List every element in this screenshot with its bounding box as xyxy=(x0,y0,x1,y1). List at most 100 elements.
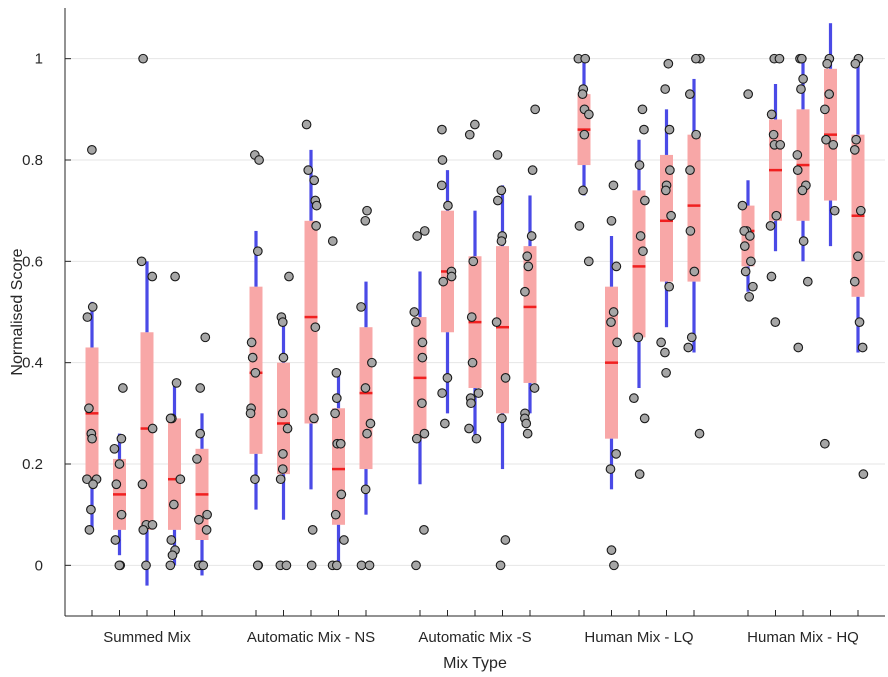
data-point xyxy=(684,89,695,99)
data-point xyxy=(443,200,453,211)
data-point xyxy=(109,443,120,454)
data-point xyxy=(665,165,675,175)
data-point xyxy=(685,226,696,236)
data-point xyxy=(110,535,121,545)
data-point xyxy=(745,231,755,241)
data-point xyxy=(331,560,342,571)
data-point xyxy=(437,155,448,165)
data-point xyxy=(660,84,671,94)
data-point xyxy=(136,256,147,267)
data-point xyxy=(118,383,128,393)
data-point xyxy=(437,124,447,135)
data-point xyxy=(87,145,97,155)
data-point xyxy=(200,332,211,343)
box xyxy=(277,362,290,475)
data-point xyxy=(766,271,777,282)
data-point xyxy=(278,352,289,363)
data-point xyxy=(194,514,204,525)
data-point xyxy=(356,302,366,312)
data-point xyxy=(851,134,861,145)
data-point xyxy=(633,332,644,343)
data-point xyxy=(138,525,149,535)
data-point xyxy=(766,109,777,120)
data-point xyxy=(798,74,808,84)
x-axis-title: Mix Type xyxy=(443,655,507,672)
x-group-label: Summed Mix xyxy=(103,629,191,646)
data-point xyxy=(802,276,813,287)
box xyxy=(168,418,181,530)
data-point xyxy=(87,433,97,444)
data-point xyxy=(442,373,453,383)
data-point xyxy=(683,342,694,353)
data-point xyxy=(526,231,537,241)
data-point xyxy=(849,276,860,287)
data-point xyxy=(520,286,530,297)
data-point xyxy=(195,383,206,393)
data-point xyxy=(114,459,125,469)
data-point xyxy=(419,428,430,439)
data-point xyxy=(470,119,480,130)
y-tick-label: 0.4 xyxy=(22,355,43,372)
data-point xyxy=(579,129,590,140)
data-point xyxy=(446,271,457,282)
data-point xyxy=(147,519,158,530)
data-points xyxy=(82,53,869,571)
data-point xyxy=(523,261,534,272)
data-point xyxy=(853,251,863,262)
data-point xyxy=(246,337,257,348)
data-point xyxy=(770,317,781,327)
data-point xyxy=(583,256,594,267)
data-point xyxy=(335,438,346,449)
data-point xyxy=(849,145,860,155)
data-point xyxy=(660,185,671,196)
data-point xyxy=(356,560,367,571)
boxes xyxy=(85,23,865,586)
y-axis-title: Normalised Score xyxy=(9,248,26,375)
data-point xyxy=(247,352,258,363)
data-point xyxy=(796,53,807,64)
data-point xyxy=(796,84,806,94)
data-point xyxy=(310,322,321,333)
data-point xyxy=(168,499,179,510)
data-point xyxy=(417,352,428,363)
data-point xyxy=(496,236,507,246)
y-tick-label: 0 xyxy=(35,557,43,574)
data-point xyxy=(584,109,594,120)
data-point xyxy=(88,479,98,490)
data-point xyxy=(367,357,377,368)
data-point xyxy=(500,535,511,545)
data-point xyxy=(500,373,511,383)
data-point xyxy=(497,413,507,424)
data-point xyxy=(195,428,206,439)
data-point xyxy=(775,139,786,150)
axes: 0 0.2 0.4 0.6 0.8 1 Summed Mix Automatic Mix - … xyxy=(22,8,885,646)
data-point xyxy=(254,155,264,165)
data-point xyxy=(774,53,785,64)
data-point xyxy=(737,200,748,211)
data-point xyxy=(637,104,648,115)
data-point xyxy=(496,185,507,196)
x-group-label: Human Mix - LQ xyxy=(584,629,693,646)
data-point xyxy=(666,210,676,221)
data-point xyxy=(365,418,376,429)
data-point xyxy=(250,474,260,485)
data-point xyxy=(522,251,533,262)
data-point xyxy=(819,438,830,449)
data-point xyxy=(362,428,372,439)
data-point xyxy=(656,337,666,348)
data-point xyxy=(522,428,533,439)
x-group-label: Automatic Mix -S xyxy=(418,629,531,646)
data-point xyxy=(309,413,319,424)
data-point xyxy=(468,256,479,267)
data-point xyxy=(412,231,423,241)
data-point xyxy=(740,266,751,277)
x-group-label: Human Mix - HQ xyxy=(747,629,859,646)
data-point xyxy=(464,129,475,140)
data-point xyxy=(167,550,178,561)
data-point xyxy=(281,560,292,571)
data-point xyxy=(746,256,756,267)
data-point xyxy=(473,388,484,398)
data-point xyxy=(664,124,675,135)
data-point xyxy=(828,139,839,150)
data-point xyxy=(311,200,322,211)
